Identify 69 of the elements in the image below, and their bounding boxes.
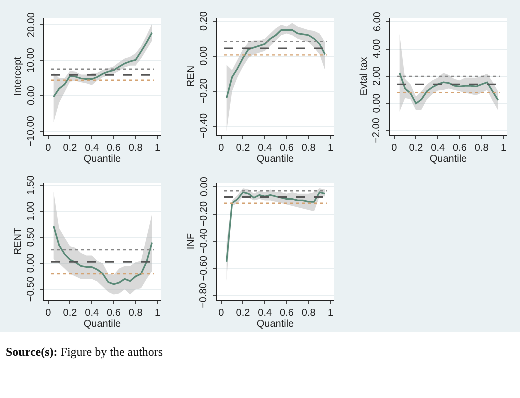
x-tick-label: 0.8 bbox=[128, 143, 144, 154]
y-tick-label: 10.00 bbox=[26, 48, 37, 74]
x-tick-label: 1 bbox=[328, 143, 334, 154]
x-tick-label: 0.2 bbox=[409, 143, 424, 154]
y-tick-label: 0.00 bbox=[199, 46, 210, 66]
y-axis-title: REN bbox=[186, 66, 197, 88]
x-tick-label: 0.6 bbox=[107, 143, 122, 154]
y-axis-title: INF bbox=[186, 233, 197, 250]
line-series bbox=[53, 225, 154, 286]
x-tick-label: 0.2 bbox=[236, 143, 251, 154]
x-tick-label: 0.4 bbox=[431, 143, 446, 154]
y-tick-label: −0.20 bbox=[199, 201, 210, 227]
x-tick-label: 0.6 bbox=[280, 143, 294, 154]
x-axis-title: Quantile bbox=[84, 319, 122, 330]
x-tick-label: 1 bbox=[500, 143, 507, 154]
x-tick-label: 0 bbox=[218, 308, 225, 319]
y-tick-label: 1.00 bbox=[26, 201, 37, 222]
y-tick-label: 0.00 bbox=[199, 176, 210, 197]
y-tick-label: 0.00 bbox=[26, 253, 37, 274]
x-tick-label: 0.2 bbox=[236, 308, 251, 319]
y-tick-label: 0.20 bbox=[199, 11, 210, 31]
y-tick-label: 0.50 bbox=[26, 227, 37, 248]
y-tick-label: −0.40 bbox=[199, 228, 210, 254]
x-tick-label: 0.6 bbox=[280, 308, 294, 319]
x-tick-label: 0.4 bbox=[258, 143, 272, 154]
x-tick-label: 0.8 bbox=[474, 143, 490, 154]
x-tick-label: 0.4 bbox=[85, 308, 100, 319]
y-tick-label: 20.00 bbox=[26, 12, 38, 38]
y-tick-label: 2.00 bbox=[372, 66, 383, 86]
x-tick-label: 1 bbox=[328, 308, 334, 319]
y-tick-label: 6.00 bbox=[372, 12, 384, 32]
x-tick-label: 1 bbox=[154, 143, 161, 154]
x-tick-label: 0 bbox=[218, 143, 225, 154]
x-tick-label: 0.6 bbox=[107, 308, 122, 319]
y-axis-title: Evtal tax bbox=[359, 57, 370, 96]
y-axis-title: RENT bbox=[13, 228, 24, 256]
x-tick-label: 0.8 bbox=[302, 143, 316, 154]
x-axis-title: Quantile bbox=[256, 154, 295, 165]
x-tick-label: 0 bbox=[392, 143, 398, 154]
x-tick-label: 0 bbox=[46, 308, 52, 319]
x-tick-label: 0.4 bbox=[258, 308, 272, 319]
y-tick-label: −0.40 bbox=[199, 113, 210, 139]
x-tick-label: 0.2 bbox=[63, 308, 78, 319]
x-tick-label: 0.8 bbox=[128, 308, 144, 319]
y-tick-label: 4.00 bbox=[372, 38, 384, 59]
y-tick-label: 0.00 bbox=[372, 93, 383, 114]
x-axis-title: Quantile bbox=[256, 319, 295, 330]
y-tick-label: −10.00 bbox=[26, 116, 38, 147]
x-axis-title: Quantile bbox=[84, 154, 122, 165]
y-tick-label: 0.00 bbox=[26, 86, 38, 106]
source-note: Source(s): Figure by the authors bbox=[6, 345, 164, 359]
y-tick-label: −0.80 bbox=[198, 282, 210, 308]
x-tick-label: 0.2 bbox=[63, 143, 78, 154]
x-tick-label: 0.4 bbox=[85, 143, 100, 154]
line-series bbox=[53, 32, 154, 98]
y-tick-label: −0.60 bbox=[198, 255, 210, 282]
y-tick-label: −0.20 bbox=[199, 78, 210, 104]
y-tick-label: 1.50 bbox=[26, 175, 37, 196]
line-series bbox=[399, 72, 500, 105]
y-axis-title: Intercept bbox=[13, 56, 24, 96]
x-tick-label: 1 bbox=[154, 308, 161, 319]
x-tick-label: 0.6 bbox=[453, 143, 468, 154]
line-series bbox=[226, 29, 326, 100]
x-axis-title: Quantile bbox=[430, 154, 468, 165]
x-tick-label: 0 bbox=[46, 143, 52, 154]
y-tick-label: −2.00 bbox=[372, 118, 383, 144]
y-tick-label: −0.50 bbox=[26, 276, 37, 302]
line-series bbox=[226, 192, 326, 263]
x-tick-label: 0.8 bbox=[302, 308, 316, 319]
